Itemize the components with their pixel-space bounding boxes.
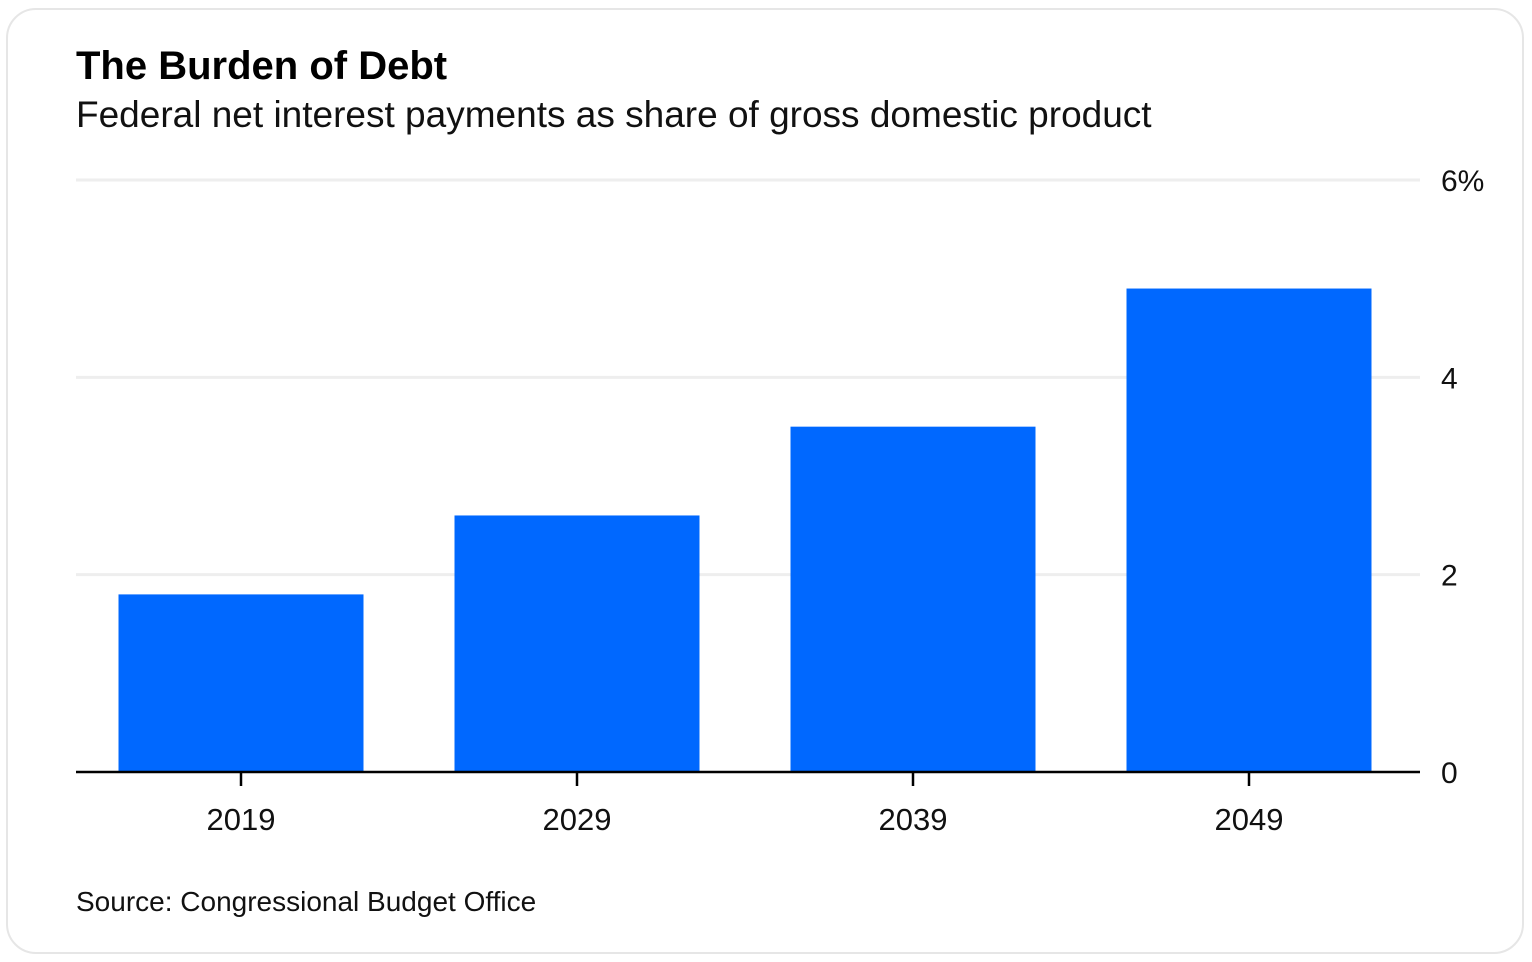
y-axis-tick-labels: 0 2 4 6% (1441, 165, 1484, 790)
bar-2049 (1126, 288, 1372, 772)
x-tick-label: 2019 (207, 802, 276, 837)
y-tick-label: 6% (1441, 165, 1484, 198)
bar-2029 (454, 515, 700, 772)
y-tick-label: 4 (1441, 362, 1458, 395)
bar-2019 (118, 594, 364, 772)
source-note: Source: Congressional Budget Office (76, 886, 537, 917)
y-tick-label: 0 (1441, 757, 1458, 790)
bar-2039 (790, 426, 1036, 772)
chart-title: The Burden of Debt (76, 44, 448, 88)
bars (118, 288, 1372, 772)
y-tick-label: 2 (1441, 560, 1458, 593)
x-axis (76, 770, 1420, 786)
x-tick-label: 2029 (543, 802, 612, 837)
x-tick-label: 2039 (879, 802, 948, 837)
x-axis-tick-labels: 2019 2029 2039 2049 (207, 802, 1284, 837)
x-tick-label: 2049 (1215, 802, 1284, 837)
chart-subtitle: Federal net interest payments as share o… (76, 94, 1152, 135)
